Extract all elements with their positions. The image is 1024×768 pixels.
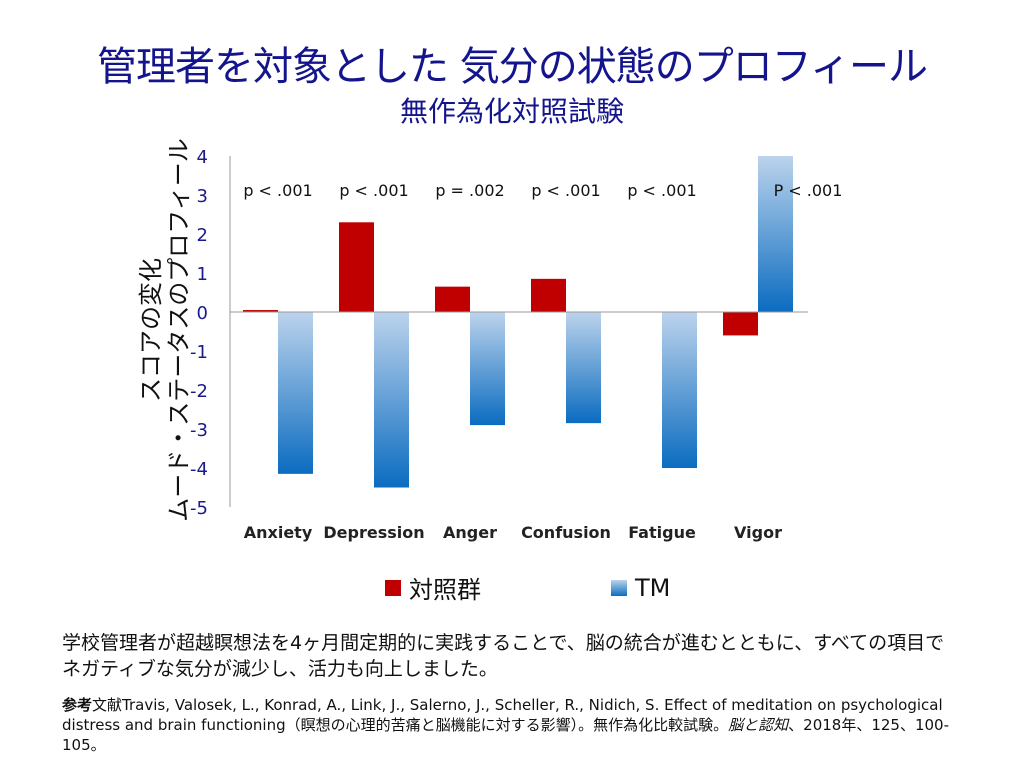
reference: 参考文献Travis, Valosek, L., Konrad, A., Lin… — [62, 695, 962, 755]
slide-subtitle: 無作為化対照試験 — [399, 95, 624, 128]
y-tick-label: 1 — [197, 264, 208, 285]
y-tick-label: 3 — [197, 186, 208, 207]
bar-tm — [662, 312, 697, 468]
y-tick-label: -1 — [190, 342, 208, 363]
reference-prefix: 参考 — [62, 696, 93, 714]
y-tick-label: -3 — [190, 420, 208, 441]
reference-text1: 文献Travis, Valosek, L., Konrad, A., Link,… — [62, 696, 943, 734]
legend-swatch-control — [385, 579, 401, 596]
p-value-label: p < .001 — [531, 181, 600, 200]
bar-control — [243, 310, 278, 313]
y-tick-label: -4 — [190, 459, 208, 480]
y-tick-label: 0 — [197, 303, 208, 324]
legend-swatch-tm — [611, 579, 627, 596]
bar-chart: 4 3 2 1 0 -1 -2 -3 -4 -5 Anxiety p < .001 Depression… — [190, 147, 843, 542]
x-tick-label: Anxiety — [244, 523, 313, 542]
x-tick-label: Confusion — [521, 523, 611, 542]
x-tick-label: Anger — [443, 523, 497, 542]
p-value-label: p < .001 — [627, 181, 696, 200]
reference-journal: 脳と認知 — [728, 716, 789, 734]
bar-control — [531, 278, 566, 312]
caption: 学校管理者が超越瞑想法を4ヶ月間定期的に実践することで、脳の統合が進むとともに、… — [62, 632, 945, 680]
bar-tm — [374, 312, 409, 488]
y-tick-label: 2 — [197, 225, 208, 246]
bar-control — [435, 286, 470, 312]
legend: 対照群 TM — [385, 570, 670, 605]
y-tick-label: -2 — [190, 381, 208, 402]
x-tick-label: Vigor — [734, 523, 782, 542]
legend-label-tm: TM — [635, 573, 671, 602]
reference-text2: 、2018年、125、100-105。 — [62, 716, 950, 754]
bar-control — [723, 312, 758, 336]
slide-title: 管理者を対象とした 気分の状態のプロフィール — [97, 44, 928, 90]
p-value-label: p < .001 — [243, 181, 312, 200]
x-tick-label: Fatigue — [628, 523, 696, 542]
y-tick-label: 4 — [197, 147, 208, 168]
bar-control — [339, 222, 374, 312]
bar-tm — [470, 312, 505, 426]
x-tick-label: Depression — [323, 523, 424, 542]
p-value-label: p = .002 — [435, 181, 504, 200]
bar-tm — [566, 312, 601, 424]
y-tick-label: -5 — [190, 498, 208, 519]
bar-tm — [278, 312, 313, 474]
legend-label-control: 対照群 — [409, 576, 481, 604]
p-value-label: p < .001 — [339, 181, 408, 200]
bar-tm — [758, 156, 793, 312]
p-value-label: P < .001 — [774, 181, 843, 200]
